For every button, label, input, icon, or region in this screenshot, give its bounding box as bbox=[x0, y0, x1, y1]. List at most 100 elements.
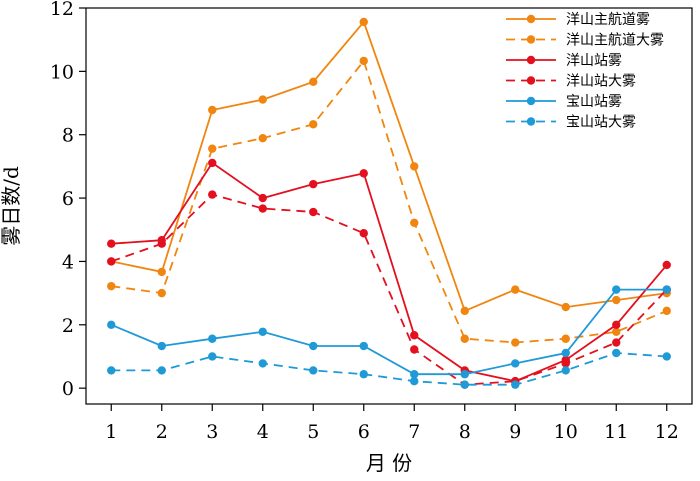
y-tick-label: 8 bbox=[62, 125, 74, 147]
x-tick-label: 3 bbox=[206, 421, 218, 443]
data-point bbox=[208, 105, 217, 115]
data-point bbox=[157, 366, 166, 375]
data-point bbox=[309, 120, 318, 129]
data-point bbox=[561, 366, 570, 375]
series-line bbox=[110, 288, 667, 376]
data-point bbox=[359, 229, 368, 238]
y-tick-label: 6 bbox=[62, 188, 74, 210]
data-point bbox=[662, 306, 671, 316]
x-tick-label: 11 bbox=[604, 421, 628, 443]
data-point bbox=[258, 95, 267, 104]
legend-label: 宝山站大雾 bbox=[566, 115, 636, 131]
data-point bbox=[561, 359, 570, 368]
series-line bbox=[111, 193, 668, 386]
data-point bbox=[460, 380, 469, 389]
data-point bbox=[410, 376, 419, 386]
plot-frame bbox=[85, 7, 693, 405]
data-point bbox=[511, 380, 520, 389]
data-point bbox=[107, 320, 116, 329]
legend-swatch-marker bbox=[526, 96, 536, 106]
data-point bbox=[612, 348, 621, 358]
data-point bbox=[612, 295, 621, 305]
data-point bbox=[561, 302, 570, 312]
data-point bbox=[208, 190, 217, 199]
data-point bbox=[157, 239, 166, 248]
x-tick-label: 2 bbox=[156, 421, 168, 443]
data-point bbox=[410, 162, 419, 171]
data-point bbox=[561, 334, 570, 343]
data-point bbox=[208, 144, 217, 153]
data-point bbox=[258, 359, 267, 368]
data-point bbox=[107, 366, 116, 375]
y-tick-label: 0 bbox=[62, 378, 74, 400]
data-point bbox=[258, 204, 267, 213]
legend-item: 洋山站雾 bbox=[506, 53, 622, 69]
data-point bbox=[460, 334, 469, 343]
data-point bbox=[208, 158, 217, 168]
x-axis-ticks: 1 2 3 4 5 6 7 8 9 10 11 12 bbox=[105, 404, 679, 443]
series-2 bbox=[107, 56, 671, 347]
data-point bbox=[208, 352, 217, 361]
legend-label: 宝山站雾 bbox=[566, 94, 622, 110]
legend-item: 洋山主航道大雾 bbox=[506, 33, 664, 49]
legend-swatch-marker bbox=[526, 117, 536, 126]
data-point bbox=[511, 285, 520, 294]
y-tick-label: 4 bbox=[62, 251, 74, 273]
data-point bbox=[309, 366, 318, 375]
data-point bbox=[359, 341, 368, 351]
series-line bbox=[111, 161, 668, 383]
y-tick-label: 2 bbox=[62, 315, 74, 337]
y-tick-label: 10 bbox=[50, 61, 74, 83]
legend-swatch-marker bbox=[526, 55, 536, 65]
series-5 bbox=[107, 285, 671, 379]
data-point bbox=[612, 320, 621, 329]
data-point bbox=[258, 327, 267, 336]
x-axis-label: 月 份 bbox=[366, 451, 412, 475]
data-point bbox=[561, 348, 570, 358]
series-6 bbox=[107, 348, 671, 389]
series-line bbox=[111, 59, 668, 344]
data-point bbox=[460, 370, 469, 379]
y-axis-ticks: 0 2 4 6 8 10 12 bbox=[50, 0, 86, 400]
data-point bbox=[359, 370, 368, 379]
x-tick-label: 1 bbox=[105, 421, 117, 443]
data-point bbox=[107, 257, 116, 266]
x-tick-label: 9 bbox=[509, 421, 521, 443]
legend-label: 洋山主航道大雾 bbox=[566, 33, 664, 49]
y-axis-label: 雾日数/d bbox=[0, 166, 23, 246]
x-tick-label: 6 bbox=[358, 421, 370, 443]
data-point bbox=[662, 352, 671, 361]
legend-swatch-marker bbox=[526, 35, 536, 44]
series-3 bbox=[107, 158, 671, 386]
data-point bbox=[410, 331, 419, 340]
x-tick-label: 10 bbox=[554, 421, 578, 443]
data-point bbox=[309, 341, 318, 351]
series-layer bbox=[107, 17, 671, 389]
data-point bbox=[410, 218, 419, 227]
data-point bbox=[460, 306, 469, 316]
legend-swatch-marker bbox=[526, 76, 536, 85]
data-point bbox=[612, 338, 621, 347]
data-point bbox=[359, 17, 368, 27]
data-point bbox=[410, 370, 419, 379]
data-point bbox=[410, 345, 419, 354]
data-point bbox=[309, 77, 318, 87]
data-point bbox=[157, 267, 166, 277]
x-tick-label: 12 bbox=[655, 421, 679, 443]
legend-swatch-marker bbox=[526, 14, 536, 24]
legend-item: 宝山站雾 bbox=[506, 94, 622, 110]
legend-label: 洋山主航道雾 bbox=[566, 12, 650, 28]
data-point bbox=[107, 281, 116, 291]
x-tick-label: 7 bbox=[408, 421, 420, 443]
series-line bbox=[111, 20, 667, 313]
data-point bbox=[612, 327, 621, 336]
data-point bbox=[359, 169, 368, 178]
legend-label: 洋山站大雾 bbox=[566, 74, 636, 90]
legend-item: 洋山站大雾 bbox=[506, 74, 636, 90]
legend-item: 宝山站大雾 bbox=[506, 115, 636, 131]
data-point bbox=[258, 134, 267, 143]
data-point bbox=[208, 334, 217, 343]
